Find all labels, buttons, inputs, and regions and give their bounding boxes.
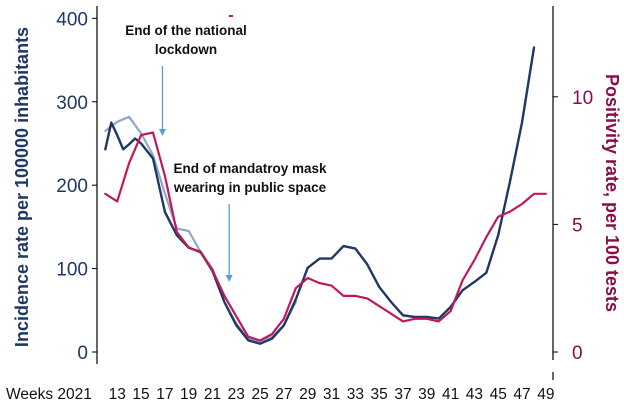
positivity-line [104, 131, 548, 342]
x-tick-label: 29 [299, 386, 316, 403]
x-tick-label: 23 [228, 386, 245, 403]
x-tick-label: 31 [323, 386, 340, 403]
x-tick-label: 19 [180, 386, 197, 403]
annotation-arrow-head [225, 275, 233, 282]
left-y-tick-label: 0 [77, 343, 88, 364]
x-tick-label: 39 [418, 386, 435, 403]
x-tick-label: 27 [275, 386, 292, 403]
x-tick-label: 15 [132, 386, 149, 403]
x-tick-label: 35 [371, 386, 388, 403]
left-y-tick-label: 100 [56, 260, 88, 281]
annotation-text: lockdown [155, 42, 217, 57]
right-y-tick-label: 5 [572, 215, 583, 236]
tick-labels: 0 100 200 300 400 0 5 10 13 15 17 19 21 23 25 27 29 31 33 3… [6, 9, 622, 403]
x-tick-label: 33 [347, 386, 364, 403]
x-axis-label: Weeks 2021 [6, 386, 92, 403]
x-tick-label: 17 [156, 386, 173, 403]
x-tick-label: 13 [109, 386, 126, 403]
left-y-tick-label: 400 [56, 9, 88, 30]
x-tick-label: 49 [537, 386, 554, 403]
annotations: End of the national lockdown End of mandat… [125, 23, 327, 282]
left-y-tick-label: 300 [56, 93, 88, 114]
x-tick-label: 43 [466, 386, 483, 403]
axes [92, 6, 558, 380]
x-tick-label: 47 [513, 386, 530, 403]
x-tick-label: 45 [490, 386, 507, 403]
x-tick-label: 25 [251, 386, 268, 403]
right-y-axis-title: Positivity rate, per 100 tests [602, 74, 622, 312]
x-tick-label: 21 [204, 386, 221, 403]
annotation-text: End of mandatroy mask [173, 161, 327, 176]
x-tick-label: 41 [442, 386, 459, 403]
x-tick-label: 37 [394, 386, 411, 403]
left-y-axis-title: Incidence rate per 100000 inhabitants [12, 27, 32, 347]
left-y-tick-label: 200 [56, 176, 88, 197]
annotation-text: End of the national [125, 23, 247, 38]
right-y-tick-label: 10 [572, 88, 593, 109]
annotation-text: wearing in public space [173, 180, 327, 195]
right-y-tick-label: 0 [572, 343, 583, 364]
chart-series [104, 15, 548, 345]
annotation-arrow-head [158, 129, 166, 136]
